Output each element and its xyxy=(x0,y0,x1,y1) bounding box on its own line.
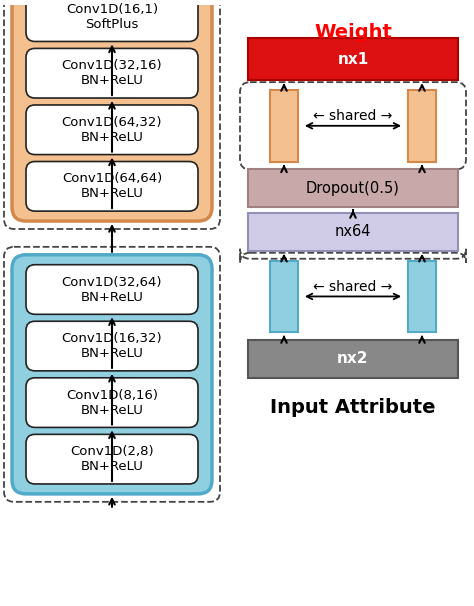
Text: Weight: Weight xyxy=(314,23,392,42)
Text: Conv1D(8,16)
BN+ReLU: Conv1D(8,16) BN+ReLU xyxy=(66,388,158,416)
Bar xyxy=(248,340,458,378)
Text: nx2: nx2 xyxy=(337,351,369,367)
FancyBboxPatch shape xyxy=(26,265,198,315)
Text: Conv1D(32,64)
BN+ReLU: Conv1D(32,64) BN+ReLU xyxy=(62,276,162,304)
FancyBboxPatch shape xyxy=(26,48,198,98)
Text: ← shared →: ← shared → xyxy=(313,109,392,123)
Text: Conv1D(64,64)
BN+ReLU: Conv1D(64,64) BN+ReLU xyxy=(62,172,162,201)
FancyBboxPatch shape xyxy=(26,435,198,484)
Bar xyxy=(248,39,458,80)
FancyBboxPatch shape xyxy=(12,255,212,494)
Text: nx64: nx64 xyxy=(335,224,371,239)
Text: Conv1D(16,1)
SoftPlus: Conv1D(16,1) SoftPlus xyxy=(66,2,158,31)
Bar xyxy=(248,213,458,251)
Text: Conv1D(32,16)
BN+ReLU: Conv1D(32,16) BN+ReLU xyxy=(62,59,162,87)
Text: Conv1D(2,8)
BN+ReLU: Conv1D(2,8) BN+ReLU xyxy=(70,445,154,473)
Text: Conv1D(64,32)
BN+ReLU: Conv1D(64,32) BN+ReLU xyxy=(62,116,162,144)
FancyBboxPatch shape xyxy=(26,321,198,371)
Bar xyxy=(408,261,436,332)
Text: nx1: nx1 xyxy=(337,52,369,67)
Bar xyxy=(408,90,436,162)
Bar xyxy=(270,90,298,162)
FancyBboxPatch shape xyxy=(26,378,198,427)
Text: Conv1D(16,32)
BN+ReLU: Conv1D(16,32) BN+ReLU xyxy=(62,332,162,360)
FancyBboxPatch shape xyxy=(12,0,212,221)
Text: Dropout(0.5): Dropout(0.5) xyxy=(306,181,400,196)
Text: Input Attribute: Input Attribute xyxy=(270,398,436,417)
Text: ← shared →: ← shared → xyxy=(313,279,392,293)
Bar xyxy=(270,261,298,332)
FancyBboxPatch shape xyxy=(26,105,198,155)
FancyBboxPatch shape xyxy=(26,0,198,41)
Bar xyxy=(248,170,458,207)
FancyBboxPatch shape xyxy=(26,162,198,211)
